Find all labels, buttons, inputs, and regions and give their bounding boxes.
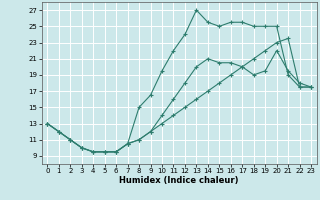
X-axis label: Humidex (Indice chaleur): Humidex (Indice chaleur)	[119, 176, 239, 185]
